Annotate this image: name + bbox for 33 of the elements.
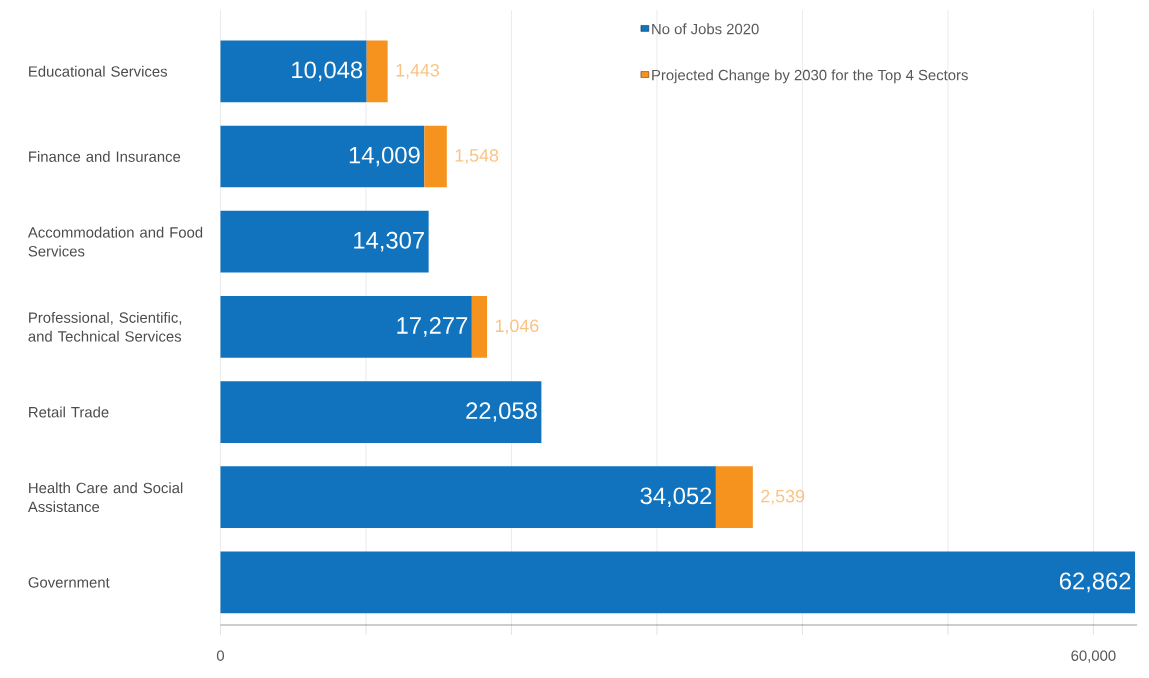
y-tick-label: Finance and Insurance [29, 151, 181, 163]
bar [220, 466, 716, 529]
data-label: 2,539 [761, 489, 805, 505]
legend-label: Projected Change by 2030 for the Top 4 Sectors [652, 69, 968, 84]
y-tick-label: Accommodation and Food Services [27, 226, 203, 257]
y-tick-label: Health Care and Social Assistance [27, 482, 183, 513]
bar [220, 210, 429, 273]
data-label: 14,307 [354, 231, 424, 252]
x-tick-label: 0 [216, 650, 225, 662]
bar [366, 40, 388, 103]
y-tick-label: Educational Services [29, 65, 168, 77]
x-tick-label: 60,000 [1071, 650, 1116, 663]
bar [220, 40, 367, 103]
bar [220, 125, 425, 188]
data-label: 10,048 [292, 61, 363, 82]
data-label: 1,046 [495, 319, 539, 335]
data-label: 1,443 [396, 64, 440, 79]
data-label: 62,862 [1059, 572, 1131, 593]
legend-label: No of Jobs 2020 [652, 23, 759, 35]
bar [220, 296, 472, 358]
data-label: 17,277 [397, 317, 468, 337]
data-label: 22,058 [466, 402, 537, 422]
data-label: 14,009 [349, 146, 420, 167]
bar [220, 381, 542, 444]
bar [424, 125, 447, 188]
y-tick-label: Professional, Scientific, and Technical Services [28, 312, 182, 342]
bar [715, 466, 753, 529]
y-tick-label: Retail Trade [29, 406, 109, 418]
bar [220, 551, 1136, 614]
bar [471, 296, 488, 358]
data-label: 34,052 [640, 487, 712, 508]
y-tick-label: Government [28, 577, 110, 588]
data-label: 1,548 [455, 149, 499, 164]
